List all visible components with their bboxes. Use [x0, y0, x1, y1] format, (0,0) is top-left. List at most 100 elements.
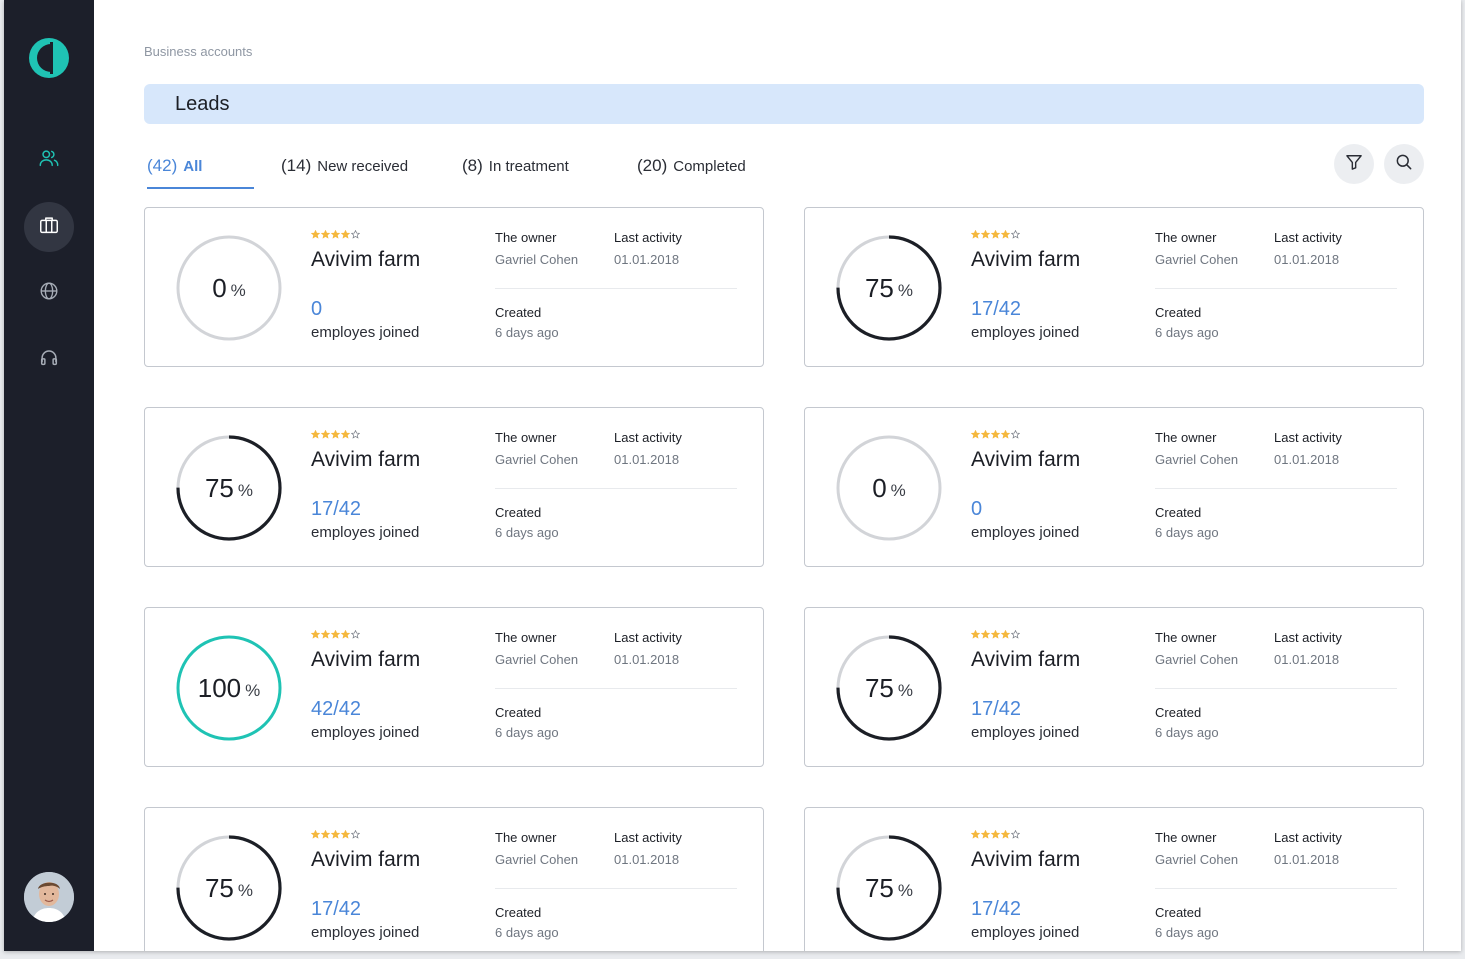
- employees-joined-label: employes joined: [971, 324, 1080, 341]
- percent-sign: %: [897, 881, 914, 900]
- last-activity-heading: Last activity: [614, 230, 682, 245]
- created-value: 6 days ago: [495, 525, 559, 540]
- divider: [495, 888, 737, 889]
- star-icon: [1001, 430, 1010, 439]
- users-icon: [38, 147, 60, 174]
- star-icon: [971, 630, 980, 639]
- employees-joined-label: employes joined: [971, 724, 1080, 741]
- created-value: 6 days ago: [1155, 525, 1219, 540]
- app-window: Business accounts Leads (42) All (14) New …: [4, 0, 1461, 951]
- owner-heading: The owner: [1155, 630, 1217, 645]
- owner-heading: The owner: [1155, 430, 1217, 445]
- rating-stars: [971, 230, 1020, 240]
- progress-number: 75: [864, 672, 894, 703]
- tab-new-received[interactable]: (14) New received: [281, 156, 408, 176]
- tab-all[interactable]: (42) All: [147, 156, 202, 176]
- sidebar-item-businesses[interactable]: [24, 202, 74, 252]
- progress-number: 75: [204, 872, 234, 903]
- employees-joined-label: employes joined: [311, 524, 420, 541]
- sidebar-item-support[interactable]: [24, 334, 74, 384]
- employees-joined-count: 17/42: [971, 898, 1022, 920]
- progress-number: 0: [212, 272, 227, 303]
- divider: [495, 688, 737, 689]
- percent-sign: %: [245, 681, 261, 700]
- created-value: 6 days ago: [1155, 325, 1219, 340]
- progress-value: 75%: [835, 634, 943, 742]
- last-activity-date: 01.01.2018: [1274, 452, 1340, 467]
- rating-stars: [971, 830, 1020, 840]
- employees-joined-count: 17/42: [971, 698, 1022, 720]
- tab-label: New received: [317, 158, 409, 175]
- progress-ring: [836, 235, 942, 341]
- tab-count: (14): [281, 156, 312, 175]
- rating-stars: [311, 430, 360, 440]
- star-icon: [1011, 230, 1020, 239]
- owner-name: Gavriel Cohen: [1155, 252, 1239, 267]
- progress-value: 75%: [835, 834, 943, 942]
- rating-stars: [971, 430, 1020, 440]
- logo-icon[interactable]: [29, 38, 69, 78]
- star-icon: [311, 830, 320, 839]
- progress-number: 100: [197, 672, 242, 703]
- lead-card[interactable]: 0% Avivim farm 0 employes joined The owner Ga…: [804, 407, 1424, 567]
- star-icon: [341, 830, 350, 839]
- sidebar-item-globe[interactable]: [24, 268, 74, 318]
- filter-button[interactable]: [1334, 144, 1374, 184]
- star-icon: [331, 230, 340, 239]
- employees-joined-label: employes joined: [311, 924, 420, 941]
- lead-card[interactable]: 75% Avivim farm 17/42 employes joined The ow…: [804, 807, 1424, 951]
- owner-name: Gavriel Cohen: [495, 652, 579, 667]
- user-avatar[interactable]: [24, 872, 74, 922]
- percent-sign: %: [230, 281, 246, 300]
- progress-ring: [176, 235, 282, 341]
- last-activity-heading: Last activity: [1274, 430, 1342, 445]
- rating-stars: [971, 630, 1020, 640]
- lead-card[interactable]: 75% Avivim farm 17/42 employes joined The ow…: [804, 207, 1424, 367]
- created-heading: Created: [495, 905, 542, 920]
- last-activity-heading: Last activity: [1274, 630, 1342, 645]
- page-title-bar: Leads: [144, 84, 1424, 124]
- created-value: 6 days ago: [495, 925, 559, 940]
- company-name: Avivim farm: [311, 848, 421, 871]
- owner-heading: The owner: [495, 830, 557, 845]
- lead-card[interactable]: 75% Avivim farm 17/42 employes joined The ow…: [804, 607, 1424, 767]
- star-icon: [981, 230, 990, 239]
- last-activity-heading: Last activity: [614, 830, 682, 845]
- created-heading: Created: [1155, 705, 1202, 720]
- tab-completed[interactable]: (20) Completed: [637, 156, 746, 176]
- lead-card[interactable]: 100% Avivim farm 42/42 employes joined The o…: [144, 607, 764, 767]
- percent-sign: %: [897, 681, 914, 700]
- employees-joined-count: 0: [311, 298, 323, 320]
- last-activity-heading: Last activity: [614, 430, 682, 445]
- percent-sign: %: [890, 481, 906, 500]
- star-icon: [1011, 830, 1020, 839]
- main-content: Business accounts Leads (42) All (14) New …: [144, 0, 1424, 951]
- active-tab-indicator: [147, 187, 254, 189]
- lead-card[interactable]: 75% Avivim farm 17/42 employes joined The ow…: [144, 807, 764, 951]
- last-activity-heading: Last activity: [1274, 830, 1342, 845]
- employees-joined-count: 42/42: [311, 698, 362, 720]
- progress-value: 0%: [835, 434, 943, 542]
- progress-value: 75%: [175, 834, 283, 942]
- star-icon: [331, 430, 340, 439]
- rating-stars: [311, 230, 360, 240]
- lead-card[interactable]: 75% Avivim farm 17/42 employes joined The ow…: [144, 407, 764, 567]
- breadcrumb[interactable]: Business accounts: [144, 44, 253, 59]
- star-icon: [1001, 830, 1010, 839]
- star-icon: [351, 830, 360, 839]
- lead-card[interactable]: 0% Avivim farm 0 employes joined The owner Ga…: [144, 207, 764, 367]
- employees-joined-count: 17/42: [971, 298, 1022, 320]
- percent-sign: %: [237, 881, 254, 900]
- search-button[interactable]: [1384, 144, 1424, 184]
- briefcase-icon: [38, 214, 60, 241]
- last-activity-date: 01.01.2018: [1274, 652, 1340, 667]
- owner-name: Gavriel Cohen: [495, 452, 579, 467]
- employees-joined-label: employes joined: [971, 924, 1080, 941]
- star-icon: [351, 230, 360, 239]
- sidebar-item-users[interactable]: [24, 135, 74, 185]
- tab-in-treatment[interactable]: (8) In treatment: [462, 156, 569, 176]
- star-icon: [1011, 430, 1020, 439]
- star-icon: [311, 230, 320, 239]
- progress-number: 75: [204, 472, 234, 503]
- employees-joined-label: employes joined: [311, 724, 420, 741]
